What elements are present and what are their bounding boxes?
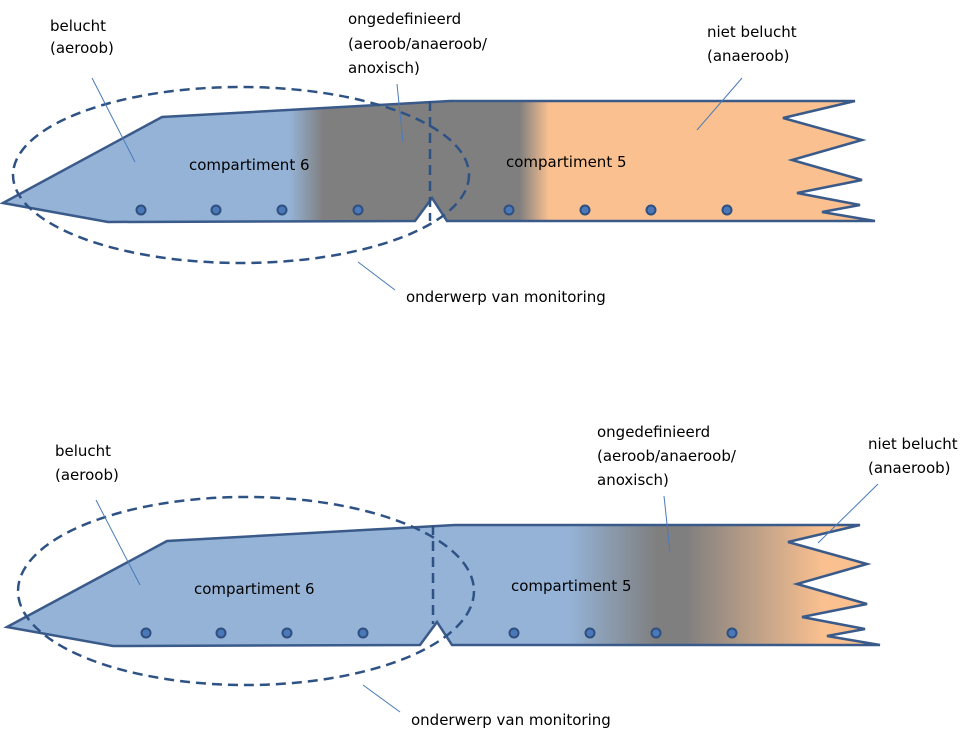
aerator [650, 627, 662, 639]
label: niet belucht [707, 23, 797, 41]
label: (aeroob/anaeroob/ [597, 447, 737, 465]
monitoring-ellipse [11, 85, 471, 265]
label: (aeroob/anaeroob/ [348, 35, 488, 53]
leader-line [91, 77, 136, 163]
leader-line [396, 83, 404, 143]
monitoring-ellipse [16, 495, 476, 687]
label: (aeroob) [55, 466, 119, 484]
aerator [352, 204, 364, 216]
aerator [726, 627, 738, 639]
leader-line [817, 483, 879, 544]
aerator [503, 204, 515, 216]
aerator [215, 627, 227, 639]
label: (anaeroob) [868, 459, 951, 477]
label: ongedefinieerd [597, 423, 710, 441]
compartment-label: compartiment 6 [194, 580, 315, 598]
leader-line [663, 495, 671, 553]
compartment-label: compartiment 5 [511, 577, 632, 595]
leader-line [95, 499, 141, 586]
label: ongedefinieerd [348, 10, 461, 28]
label: anoxisch) [597, 471, 669, 489]
leader-line [357, 261, 396, 291]
label: onderwerp van monitoring [406, 288, 606, 306]
leader-line [362, 684, 401, 713]
label: belucht [50, 17, 106, 35]
aerator [579, 204, 591, 216]
aerator [584, 627, 596, 639]
compartment-label: compartiment 5 [506, 153, 627, 171]
aerator [135, 204, 147, 216]
compartment-label: compartiment 6 [189, 156, 310, 174]
aerator [508, 627, 520, 639]
aerator [357, 627, 369, 639]
aerator [140, 627, 152, 639]
aerator [645, 204, 657, 216]
aerator [210, 204, 222, 216]
label: niet belucht [868, 435, 958, 453]
label: belucht [55, 442, 111, 460]
aerator [281, 627, 293, 639]
bottom-diagram: belucht (aeroob) ongedefinieerd (aeroob/… [3, 423, 958, 729]
aerator [276, 204, 288, 216]
label: anoxisch) [348, 59, 420, 77]
aerator [721, 204, 733, 216]
basin [3, 523, 881, 648]
label: (anaeroob) [707, 47, 790, 65]
leader-line [696, 77, 743, 131]
label: (aeroob) [50, 39, 114, 57]
aerators [135, 204, 733, 216]
aerators [140, 627, 738, 639]
top-diagram: belucht (aeroob) ongedefinieerd (aeroob/… [0, 10, 876, 306]
basin [0, 99, 876, 224]
label: onderwerp van monitoring [411, 711, 611, 729]
